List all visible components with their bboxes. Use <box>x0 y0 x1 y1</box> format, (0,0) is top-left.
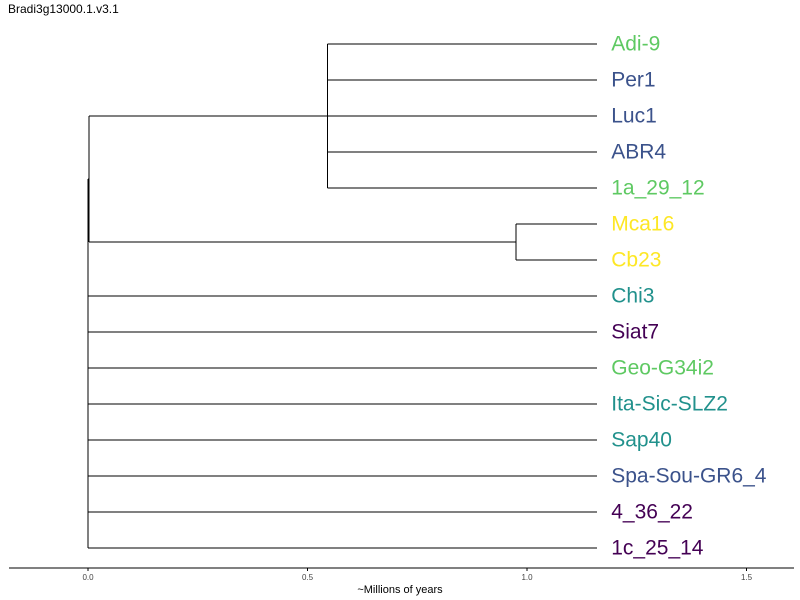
tip-label-Mca16: Mca16 <box>611 213 674 236</box>
tip-label-Ita-Sic-SLZ2: Ita-Sic-SLZ2 <box>611 393 728 416</box>
tip-label-Per1: Per1 <box>611 69 655 92</box>
tip-label-Geo-G34i2: Geo-G34i2 <box>611 357 714 380</box>
tip-label-Chi3: Chi3 <box>611 285 654 308</box>
x-tick-label: 0.0 <box>82 573 94 582</box>
branches-group <box>87 43 598 549</box>
x-tick-label: 0.5 <box>302 573 314 582</box>
tip-label-Cb23: Cb23 <box>611 249 661 272</box>
tip-label-Siat7: Siat7 <box>611 321 659 344</box>
tip-label-4_36_22: 4_36_22 <box>611 501 693 524</box>
tip-label-Adi-9: Adi-9 <box>611 33 660 56</box>
tip-label-Luc1: Luc1 <box>611 105 657 128</box>
tip-labels-group: Adi-9 Per1 Luc1 ABR4 1a_29_12 Mca16 Cb23 Chi3 Si… <box>611 33 767 560</box>
tip-label-1a_29_12: 1a_29_12 <box>611 177 704 200</box>
tip-label-Spa-Sou-GR6_4: Spa-Sou-GR6_4 <box>611 465 767 488</box>
x-axis: 0.0 0.5 1.0 1.5 ~Millions of years <box>9 567 794 596</box>
x-axis-title: ~Millions of years <box>357 584 443 596</box>
tip-label-ABR4: ABR4 <box>611 141 666 164</box>
page-title: Bradi3g13000.1.v3.1 <box>8 2 119 16</box>
x-tick-label: 1.0 <box>521 573 533 582</box>
tip-label-1c_25_14: 1c_25_14 <box>611 537 704 560</box>
x-tick-label: 1.5 <box>741 573 753 582</box>
tip-label-Sap40: Sap40 <box>611 429 672 452</box>
